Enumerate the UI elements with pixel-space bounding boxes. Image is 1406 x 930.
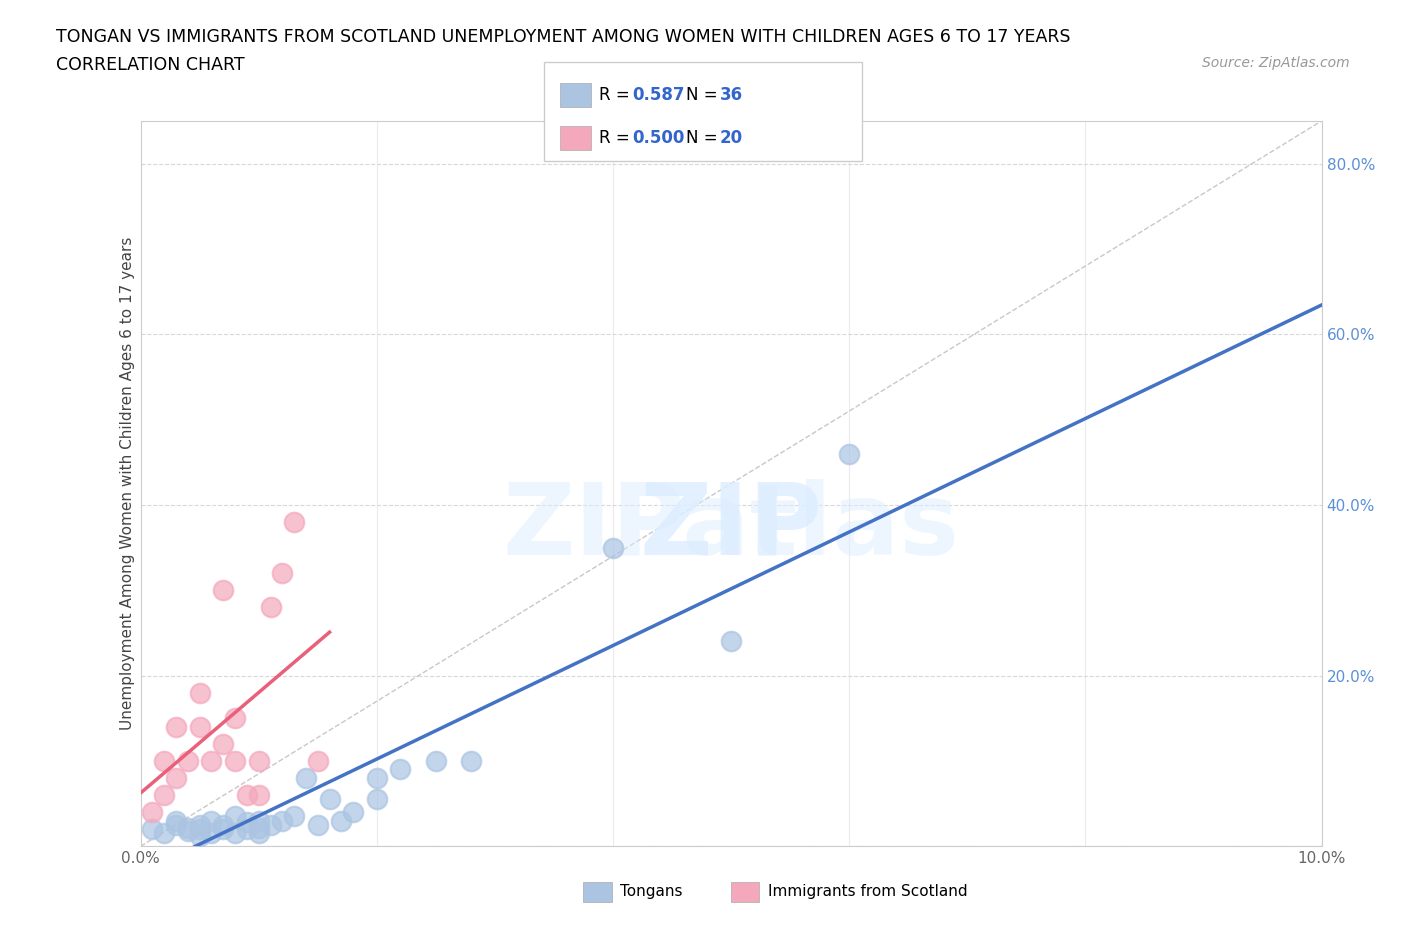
Point (318, 792, 340, 807)
Point (271, 813, 294, 828)
Point (247, 813, 270, 828)
Point (153, 826, 176, 841)
Point (330, 813, 353, 828)
Point (460, 753, 482, 768)
Point (200, 753, 222, 768)
Point (165, 771, 187, 786)
Point (247, 820, 270, 835)
Point (212, 583, 235, 598)
Text: 0.500: 0.500 (633, 128, 685, 147)
Point (188, 829, 211, 844)
Text: TONGAN VS IMMIGRANTS FROM SCOTLAND UNEMPLOYMENT AMONG WOMEN WITH CHILDREN AGES 6: TONGAN VS IMMIGRANTS FROM SCOTLAND UNEMP… (56, 28, 1071, 46)
Point (247, 753, 270, 768)
Point (259, 817, 281, 832)
Point (366, 771, 388, 786)
Point (342, 804, 364, 819)
Point (838, 446, 860, 461)
Point (259, 600, 281, 615)
Point (188, 685, 211, 700)
Point (283, 514, 305, 529)
Text: 36: 36 (720, 86, 742, 104)
Point (200, 813, 222, 828)
Text: R =: R = (599, 128, 636, 147)
Text: N =: N = (686, 86, 723, 104)
Point (165, 817, 187, 832)
Point (236, 815, 259, 830)
Point (200, 826, 222, 841)
Point (283, 809, 305, 824)
Text: Immigrants from Scotland: Immigrants from Scotland (768, 884, 967, 899)
Point (366, 792, 388, 807)
Point (224, 711, 246, 725)
Point (177, 823, 200, 838)
Point (425, 753, 447, 768)
Text: CORRELATION CHART: CORRELATION CHART (56, 56, 245, 73)
Point (141, 804, 163, 819)
Point (389, 762, 412, 777)
Text: ZIPatlas: ZIPatlas (503, 479, 959, 576)
Point (188, 817, 211, 832)
Y-axis label: Unemployment Among Women with Children Ages 6 to 17 years: Unemployment Among Women with Children A… (120, 237, 135, 730)
Point (224, 753, 246, 768)
Point (236, 822, 259, 837)
Point (177, 820, 200, 835)
Point (307, 753, 329, 768)
Point (224, 809, 246, 824)
Point (271, 565, 294, 580)
Point (188, 720, 211, 735)
Point (247, 788, 270, 803)
Point (177, 753, 200, 768)
Text: ZIP: ZIP (640, 479, 823, 576)
Text: Source: ZipAtlas.com: Source: ZipAtlas.com (1202, 56, 1350, 70)
Point (295, 771, 318, 786)
Point (602, 540, 624, 555)
Point (720, 634, 742, 649)
Point (165, 813, 187, 828)
Point (212, 817, 235, 832)
Point (141, 822, 163, 837)
Point (212, 822, 235, 837)
Text: R =: R = (599, 86, 636, 104)
Text: Tongans: Tongans (620, 884, 682, 899)
Text: 0.587: 0.587 (633, 86, 685, 104)
Text: 20: 20 (720, 128, 742, 147)
Point (236, 788, 259, 803)
Point (224, 826, 246, 841)
Point (165, 720, 187, 735)
Point (153, 788, 176, 803)
Point (153, 753, 176, 768)
Point (212, 737, 235, 751)
Text: N =: N = (686, 128, 723, 147)
Point (247, 826, 270, 841)
Point (188, 822, 211, 837)
Point (307, 817, 329, 832)
